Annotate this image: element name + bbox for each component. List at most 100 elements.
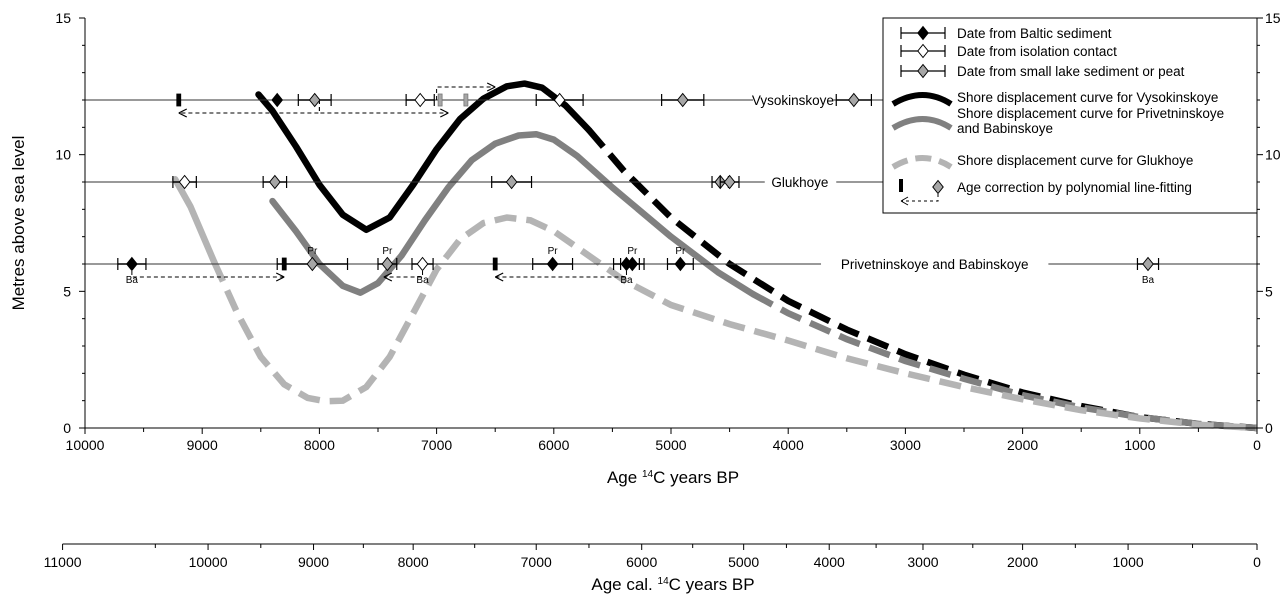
date-marker-4 [676, 92, 689, 108]
cal-axis-title: Age cal. 14C years BP [591, 575, 754, 594]
site-label-0: Vysokinskoye [752, 93, 834, 108]
date-label-16: Ba [620, 275, 633, 286]
date-label-11: Ba [126, 275, 139, 286]
cal-tick-label: 8000 [398, 554, 429, 570]
date-marker-5 [847, 92, 860, 108]
legend-line-5 [891, 155, 953, 170]
date-marker-8 [505, 174, 518, 190]
date-marker-1 [308, 92, 321, 108]
legend: Date from Baltic sediment Date from isola… [882, 17, 1258, 214]
date-marker-14 [416, 256, 429, 272]
axes-layer: 10000 9000 8000 7000 6000 5000 4000 3000 2000 100… [9, 10, 1281, 594]
date-label-13: Pr [382, 246, 393, 257]
curve-dashed-1 [751, 291, 1258, 432]
legend-label-3: Shore displacement curve for Vysokinskoy… [957, 90, 1218, 105]
legend-correction-arrowhead [900, 196, 909, 206]
legend-diamond-1 [917, 43, 929, 59]
y-tick-label-right: 15 [1265, 10, 1281, 26]
legend-diamond-2 [917, 63, 929, 79]
date-label-18: Pr [675, 246, 686, 257]
y-axis-title: Metres above sea level [9, 136, 28, 311]
cal-axis-title-sup: 14 [658, 576, 670, 587]
date-label-17: Pr [627, 246, 638, 257]
y-tick-label-right: 10 [1265, 147, 1281, 163]
y-tick-label-left: 15 [55, 10, 71, 26]
correction-arrow-4 [383, 264, 424, 278]
date-label-19: Ba [1142, 275, 1155, 286]
curve-solid-0 [255, 80, 593, 234]
correction-arrowhead-2 [486, 82, 496, 92]
dates-layer: Ba Pr Pr Ba Pr Ba Pr Pr Ba [117, 82, 1160, 286]
x-tick-label: 2000 [1007, 437, 1038, 453]
legend-line-4 [891, 116, 953, 131]
date-marker-11 [126, 256, 138, 272]
correction-mark-4 [492, 257, 498, 271]
legend-correction-arrow [901, 194, 939, 202]
curve-dashed-0 [586, 127, 1258, 432]
cal-tick-label: 5000 [728, 554, 759, 570]
curve-solid-2 [171, 176, 218, 265]
legend-label-1: Date from isolation contact [957, 44, 1117, 59]
x-tick-label: 0 [1253, 437, 1261, 453]
date-label-14: Ba [416, 275, 429, 286]
y-tick-label-right: 0 [1265, 420, 1273, 436]
x-tick-label: 6000 [538, 437, 569, 453]
cal-tick-label: 6000 [626, 554, 657, 570]
x-tick-label: 7000 [421, 437, 452, 453]
date-marker-6 [178, 174, 191, 190]
correction-arrowhead-4 [383, 272, 393, 282]
correction-arrow-1 [318, 100, 449, 114]
site-label-1: Glukhoye [771, 175, 828, 190]
correction-arrow-2 [436, 86, 496, 100]
date-marker-15 [546, 256, 559, 272]
cal-tick-label: 4000 [814, 554, 845, 570]
correction-mark-1 [437, 93, 443, 107]
date-marker-2 [414, 92, 427, 108]
legend-label-4: and Babinskoye [957, 121, 1053, 136]
cal-axis-title-post: C years BP [669, 575, 755, 594]
legend-label-5: Shore displacement curve for Glukhoye [957, 153, 1193, 168]
date-marker-10 [723, 174, 736, 190]
cal-tick-label: 2000 [1007, 554, 1038, 570]
date-label-15: Pr [548, 246, 559, 257]
date-marker-0 [271, 92, 284, 108]
correction-mark-0 [176, 93, 182, 107]
curves-layer [171, 80, 1258, 432]
x-tick-label: 4000 [773, 437, 804, 453]
cal-tick-label: 11000 [44, 554, 82, 570]
cal-tick-label: 1000 [1113, 554, 1144, 570]
y-tick-label-left: 0 [63, 420, 71, 436]
curve-dashed-2 [210, 214, 1258, 432]
correction-arrowhead-3 [275, 272, 285, 282]
x-tick-label: 9000 [187, 437, 218, 453]
date-marker-19 [1142, 256, 1154, 272]
legend-label-4: Shore displacement curve for Privetninsk… [957, 106, 1224, 121]
legend-correction-diamond [932, 179, 944, 195]
correction-arrowhead-0 [178, 108, 188, 118]
cal-tick-label: 9000 [298, 554, 329, 570]
date-marker-12 [306, 256, 319, 272]
date-marker-18 [674, 256, 687, 272]
curve-solid-1 [269, 130, 757, 298]
correction-arrowhead-1 [440, 108, 449, 118]
date-label-12: Pr [307, 246, 318, 257]
x-tick-label: 5000 [655, 437, 686, 453]
legend-line-3 [891, 92, 953, 107]
x-tick-label: 10000 [66, 437, 105, 453]
legend-label-6: Age correction by polynomial line-fittin… [957, 180, 1192, 195]
x-tick-label: 3000 [890, 437, 921, 453]
cal-axis-title-pre: Age cal. [591, 575, 657, 594]
cal-tick-label: 10000 [189, 554, 228, 570]
cal-tick-label: 7000 [521, 554, 552, 570]
date-marker-17 [626, 256, 639, 272]
date-marker-3 [553, 92, 566, 108]
correction-arrowhead-5 [494, 272, 504, 282]
x-axis-title-sup: 14 [642, 469, 654, 480]
correction-arrow-3 [131, 264, 285, 278]
correction-arrow-0 [178, 100, 320, 114]
cal-tick-label: 3000 [907, 554, 938, 570]
y-tick-label-left: 5 [63, 283, 71, 299]
cal-tick-label: 0 [1253, 554, 1261, 570]
x-axis-title: Age 14C years BP [607, 468, 739, 487]
